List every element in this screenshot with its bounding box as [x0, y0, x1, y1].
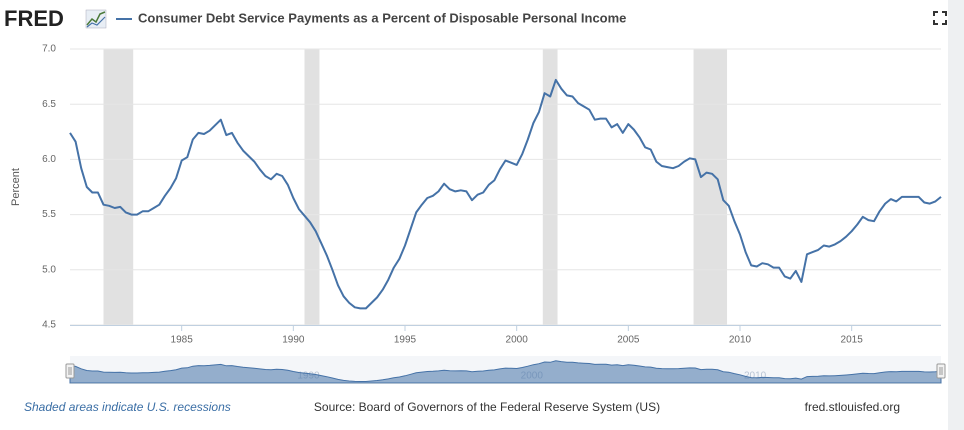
navigator-handle[interactable] [936, 363, 946, 379]
navigator-area [69, 360, 942, 384]
footer [0, 393, 948, 430]
y-tick-label: 4.5 [42, 320, 56, 331]
y-tick-label: 5.0 [42, 264, 56, 275]
y-tick-label: 5.5 [42, 209, 56, 220]
y-tick-label: 6.0 [42, 154, 56, 165]
x-tick-label: 2015 [841, 335, 864, 346]
recession-note: Shaded areas indicate U.S. recessions [24, 400, 231, 414]
x-tick-label: 2010 [729, 335, 752, 346]
x-tick-label: 1985 [171, 335, 194, 346]
y-tick-label: 7.0 [42, 44, 56, 55]
navigator-tick-label: 2010 [744, 371, 767, 382]
side-strip [948, 0, 964, 430]
legend-label: Consumer Debt Service Payments as a Perc… [138, 10, 626, 25]
source: Source: Board of Governors of the Federa… [314, 400, 660, 414]
logo: FRED [4, 6, 64, 31]
series-line [69, 78, 942, 310]
recession-band [693, 49, 728, 325]
recession-band [542, 49, 558, 325]
x-tick-label: 2000 [506, 335, 529, 346]
recession-band [304, 49, 320, 325]
site: fred.stlouisfed.org [805, 400, 900, 414]
y-tick-label: 6.5 [42, 99, 56, 110]
recession-band [103, 49, 134, 325]
navigator-handle[interactable] [65, 363, 75, 379]
fullscreen-icon[interactable] [933, 11, 947, 25]
x-tick-label: 1995 [394, 335, 417, 346]
logo-icon [85, 9, 107, 29]
y-axis-label: Percent [10, 168, 22, 206]
x-tick-label: 2005 [617, 335, 640, 346]
x-tick-label: 1990 [282, 335, 305, 346]
